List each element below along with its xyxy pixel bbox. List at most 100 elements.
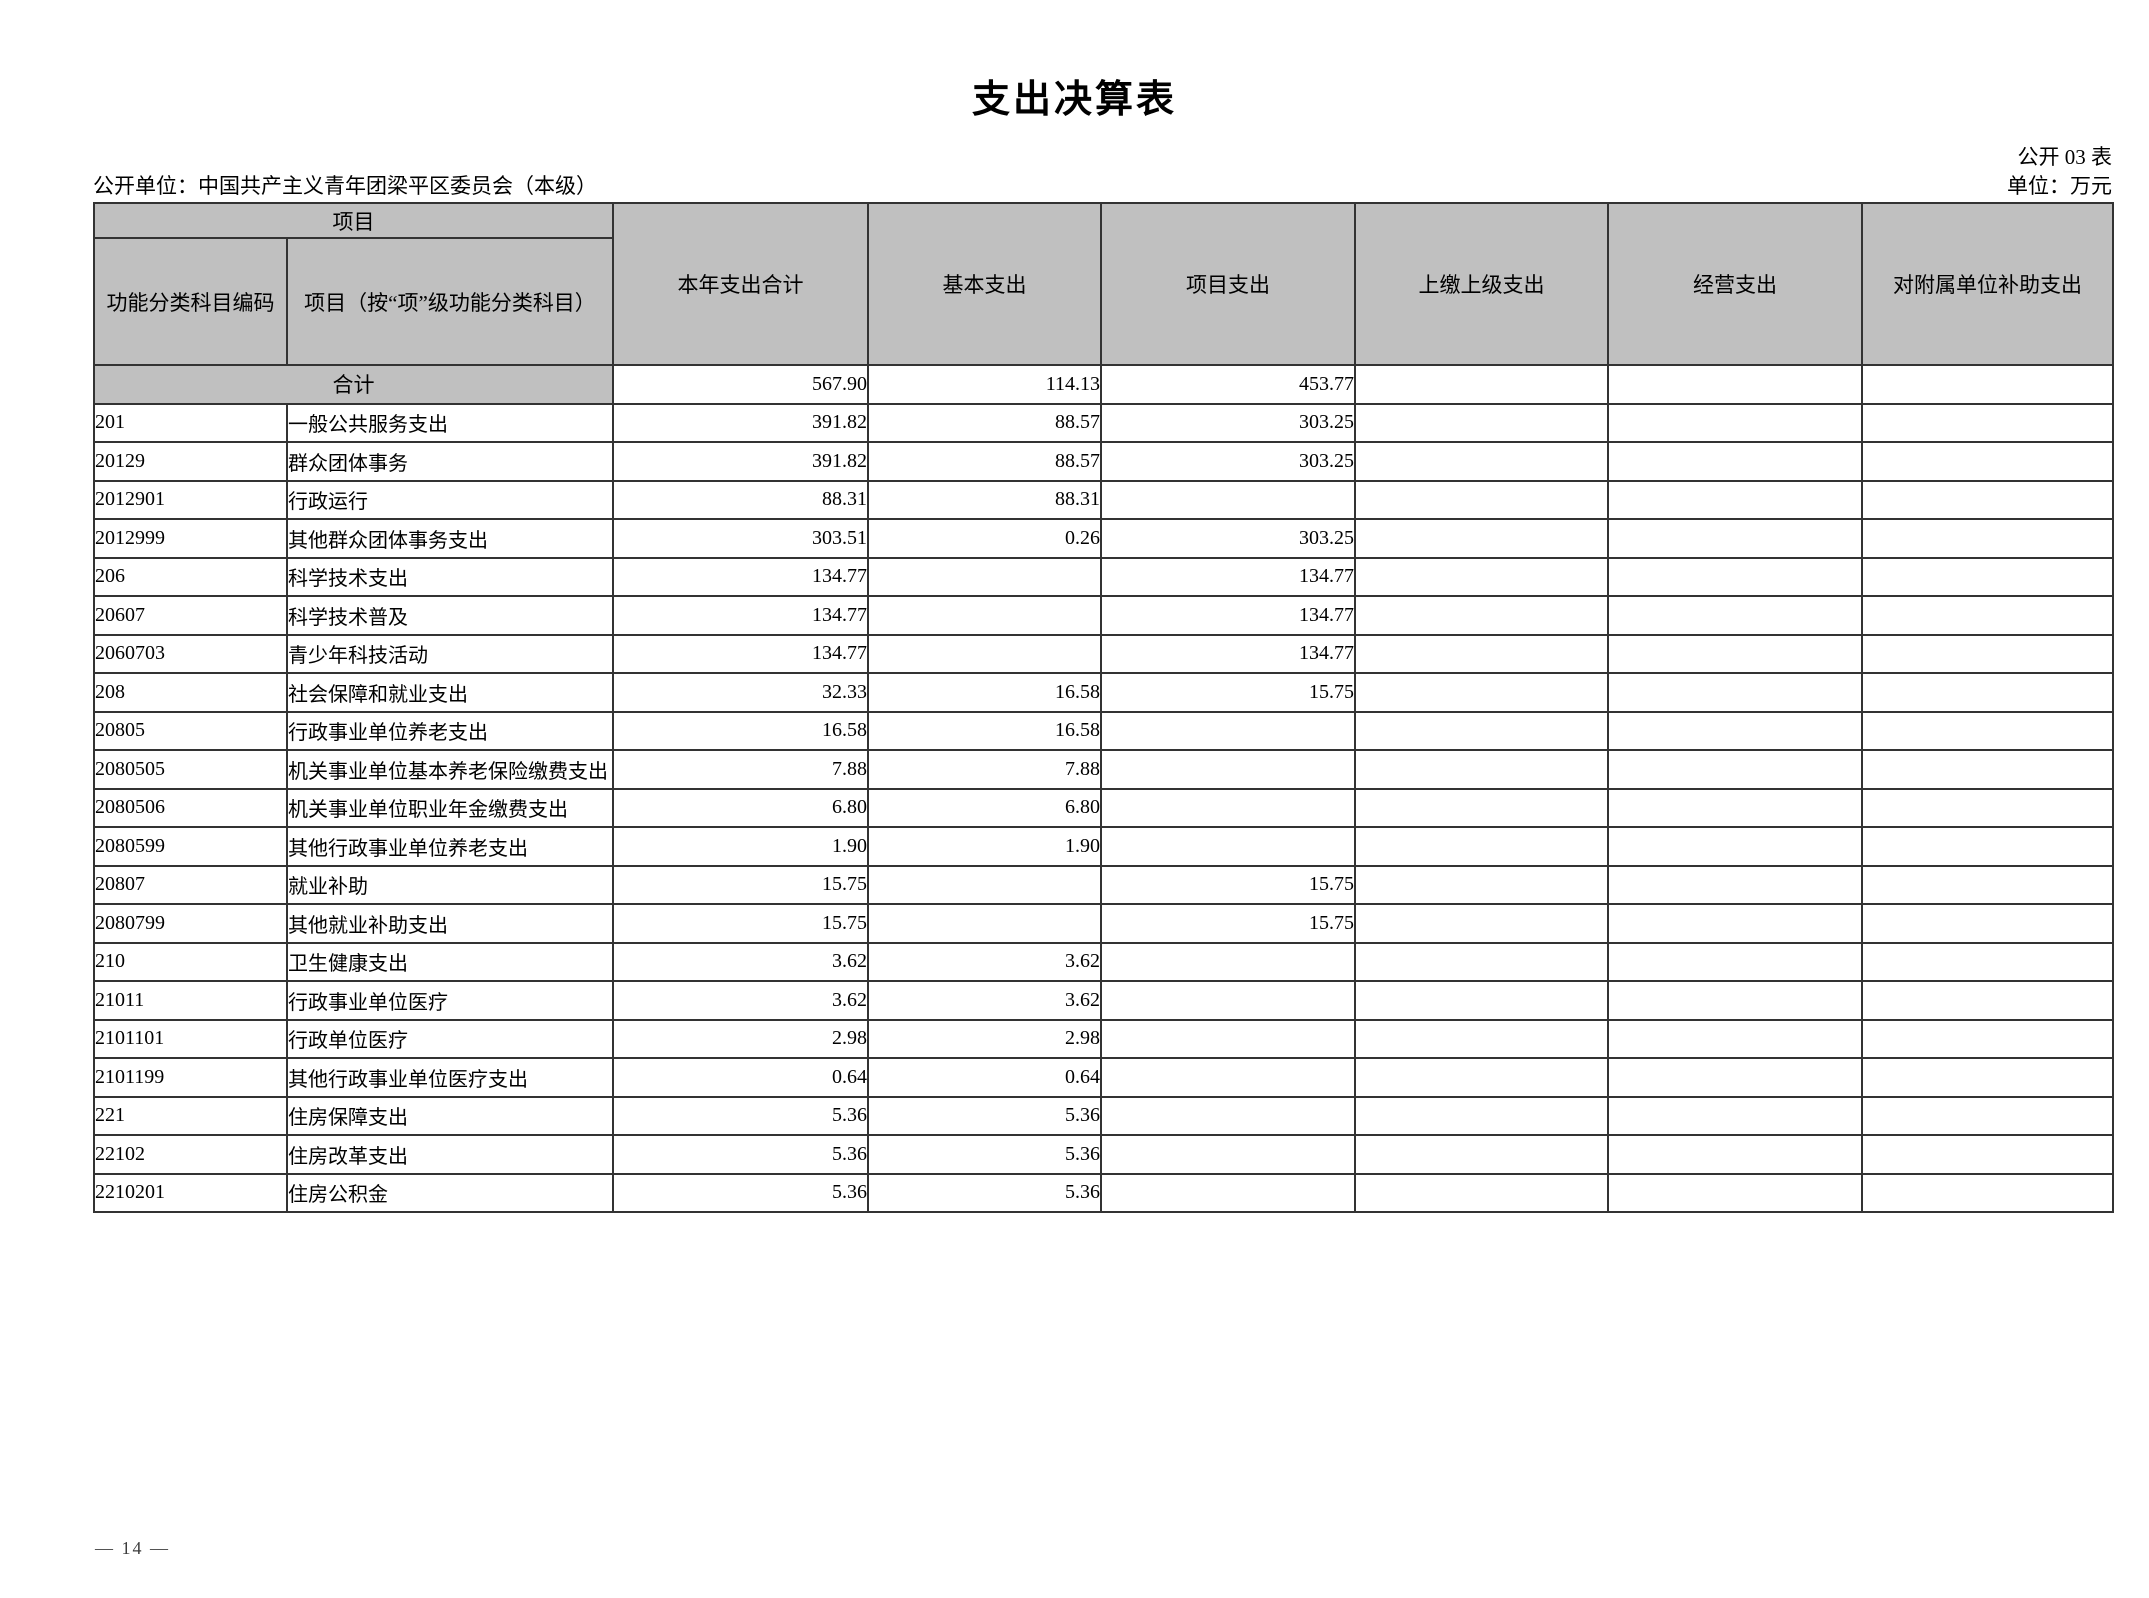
header-total-expenditure: 本年支出合计 [612, 202, 869, 366]
operating-expenditure-cell [1607, 826, 1863, 867]
upward-remittance-cell [1354, 941, 1609, 982]
function-code-cell: 201 [93, 402, 288, 443]
function-code-cell: 2210201 [93, 1172, 288, 1213]
year-total-cell: 88.31 [612, 479, 869, 520]
total-basic-cell: 114.13 [867, 364, 1102, 405]
function-code-cell: 2101101 [93, 1018, 288, 1059]
item-name-cell: 青少年科技活动 [286, 633, 614, 674]
project-expenditure-cell [1100, 826, 1356, 867]
unit-label: 单位：万元 [2007, 174, 2112, 198]
function-code-cell: 221 [93, 1095, 288, 1136]
item-name-cell: 行政事业单位医疗 [286, 980, 614, 1021]
basic-expenditure-cell [867, 595, 1102, 636]
item-name-cell: 一般公共服务支出 [286, 402, 614, 443]
table-row: 2101101 行政单位医疗 2.98 2.98 [93, 1018, 2114, 1059]
project-expenditure-cell: 15.75 [1100, 672, 1356, 713]
operating-expenditure-cell [1607, 1172, 1863, 1213]
upward-remittance-cell [1354, 903, 1609, 944]
subsidy-cell [1861, 941, 2114, 982]
function-code-cell: 20607 [93, 595, 288, 636]
upward-remittance-cell [1354, 441, 1609, 482]
upward-remittance-cell [1354, 556, 1609, 597]
operating-expenditure-cell [1607, 787, 1863, 828]
year-total-cell: 5.36 [612, 1134, 869, 1175]
subsidy-cell [1861, 1057, 2114, 1098]
upward-remittance-cell [1354, 787, 1609, 828]
basic-expenditure-cell [867, 864, 1102, 905]
expenditure-table: 项目 本年支出合计 基本支出 项目支出 上缴上级支出 经营支出 对附属单位补助支… [93, 202, 2114, 1213]
upward-remittance-cell [1354, 1018, 1609, 1059]
item-name-cell: 就业补助 [286, 864, 614, 905]
basic-expenditure-cell [867, 556, 1102, 597]
upward-remittance-cell [1354, 518, 1609, 559]
upward-remittance-cell [1354, 980, 1609, 1021]
year-total-cell: 15.75 [612, 903, 869, 944]
operating-expenditure-cell [1607, 710, 1863, 751]
item-name-cell: 行政运行 [286, 479, 614, 520]
table-row: 2012901 行政运行 88.31 88.31 [93, 479, 2114, 520]
year-total-cell: 303.51 [612, 518, 869, 559]
item-name-cell: 社会保障和就业支出 [286, 672, 614, 713]
year-total-cell: 16.58 [612, 710, 869, 751]
function-code-cell: 2012999 [93, 518, 288, 559]
operating-expenditure-cell [1607, 980, 1863, 1021]
item-name-cell: 行政事业单位养老支出 [286, 710, 614, 751]
upward-remittance-cell [1354, 1134, 1609, 1175]
subsidy-cell [1861, 518, 2114, 559]
year-total-cell: 3.62 [612, 941, 869, 982]
project-expenditure-cell [1100, 479, 1356, 520]
subsidy-cell [1861, 672, 2114, 713]
basic-expenditure-cell: 5.36 [867, 1095, 1102, 1136]
publisher-label: 公开单位：中国共产主义青年团梁平区委员会（本级） [93, 174, 597, 198]
header-subsidy-to-affiliates: 对附属单位补助支出 [1861, 202, 2114, 366]
item-name-cell: 行政单位医疗 [286, 1018, 614, 1059]
subsidy-cell [1861, 1134, 2114, 1175]
upward-remittance-cell [1354, 633, 1609, 674]
project-expenditure-cell: 303.25 [1100, 518, 1356, 559]
item-name-cell: 住房保障支出 [286, 1095, 614, 1136]
basic-expenditure-cell: 1.90 [867, 826, 1102, 867]
item-name-cell: 其他行政事业单位养老支出 [286, 826, 614, 867]
item-name-cell: 住房公积金 [286, 1172, 614, 1213]
subsidy-cell [1861, 1172, 2114, 1213]
total-label-cell: 合计 [93, 364, 614, 405]
total-operating-cell [1607, 364, 1863, 405]
total-row: 合计 567.90 114.13 453.77 [93, 364, 2114, 405]
subsidy-cell [1861, 826, 2114, 867]
upward-remittance-cell [1354, 749, 1609, 790]
subsidy-cell [1861, 556, 2114, 597]
year-total-cell: 6.80 [612, 787, 869, 828]
subsidy-cell [1861, 749, 2114, 790]
operating-expenditure-cell [1607, 441, 1863, 482]
subsidy-cell [1861, 402, 2114, 443]
table-row: 2080799 其他就业补助支出 15.75 15.75 [93, 903, 2114, 944]
header-operating-expenditure: 经营支出 [1607, 202, 1863, 366]
operating-expenditure-cell [1607, 1134, 1863, 1175]
header-item-name: 项目（按“项”级功能分类科目） [286, 237, 614, 366]
table-row: 2012999 其他群众团体事务支出 303.51 0.26 303.25 [93, 518, 2114, 559]
subsidy-cell [1861, 1095, 2114, 1136]
year-total-cell: 391.82 [612, 441, 869, 482]
upward-remittance-cell [1354, 402, 1609, 443]
table-row: 2210201 住房公积金 5.36 5.36 [93, 1172, 2114, 1213]
function-code-cell: 208 [93, 672, 288, 713]
basic-expenditure-cell: 2.98 [867, 1018, 1102, 1059]
item-name-cell: 住房改革支出 [286, 1134, 614, 1175]
table-row: 2080599 其他行政事业单位养老支出 1.90 1.90 [93, 826, 2114, 867]
table-row: 2080505 机关事业单位基本养老保险缴费支出 7.88 7.88 [93, 749, 2114, 790]
project-expenditure-cell [1100, 980, 1356, 1021]
table-row: 20129 群众团体事务 391.82 88.57 303.25 [93, 441, 2114, 482]
function-code-cell: 2080799 [93, 903, 288, 944]
basic-expenditure-cell: 7.88 [867, 749, 1102, 790]
basic-expenditure-cell: 88.31 [867, 479, 1102, 520]
table-row: 221 住房保障支出 5.36 5.36 [93, 1095, 2114, 1136]
function-code-cell: 20129 [93, 441, 288, 482]
subsidy-cell [1861, 633, 2114, 674]
basic-expenditure-cell [867, 633, 1102, 674]
function-code-cell: 2101199 [93, 1057, 288, 1098]
project-expenditure-cell: 303.25 [1100, 402, 1356, 443]
basic-expenditure-cell: 5.36 [867, 1172, 1102, 1213]
subsidy-cell [1861, 441, 2114, 482]
project-expenditure-cell: 303.25 [1100, 441, 1356, 482]
operating-expenditure-cell [1607, 479, 1863, 520]
